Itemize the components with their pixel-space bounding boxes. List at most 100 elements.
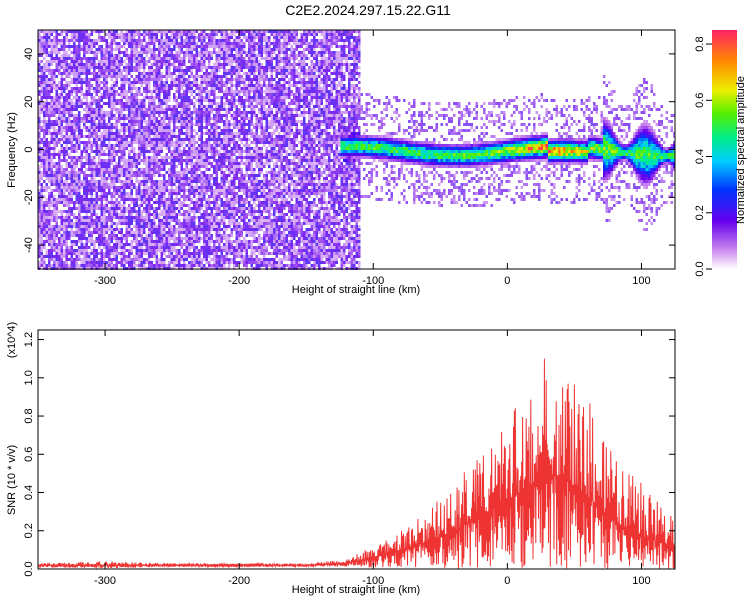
heatmap-cell [40, 198, 43, 201]
heatmap-cell [163, 213, 166, 216]
heatmap-cell [63, 234, 66, 237]
heatmap-cell [103, 120, 106, 123]
heatmap-cell [88, 261, 91, 264]
heatmap-cell [105, 183, 108, 186]
heatmap-cell [168, 144, 171, 147]
heatmap-cell [163, 57, 166, 60]
heatmap-cell [88, 189, 91, 192]
heatmap-cell [38, 159, 41, 162]
heatmap-cell [55, 33, 58, 36]
heatmap-cell [70, 249, 73, 252]
heatmap-cell [95, 150, 98, 153]
heatmap-cell [215, 177, 218, 180]
heatmap-cell [205, 42, 208, 45]
heatmap-cell [45, 240, 48, 243]
heatmap-cell [53, 189, 56, 192]
heatmap-cell [70, 120, 73, 123]
heatmap-cell [133, 117, 136, 120]
heatmap-cell [60, 252, 63, 255]
heatmap-cell [108, 153, 111, 156]
heatmap-cell [123, 186, 126, 189]
heatmap-cell [138, 219, 141, 222]
heatmap-cell [80, 69, 83, 72]
heatmap-cell [130, 81, 133, 84]
heatmap-cell [78, 177, 81, 180]
heatmap-cell [218, 186, 221, 189]
heatmap-cell [50, 213, 53, 216]
heatmap-cell [133, 51, 136, 54]
heatmap-cell [143, 180, 146, 183]
heatmap-cell [118, 204, 121, 207]
heatmap-cell [190, 240, 193, 243]
heatmap-cell [140, 153, 143, 156]
heatmap-cell [118, 189, 121, 192]
heatmap-cell [58, 201, 61, 204]
heatmap-cell [140, 201, 143, 204]
heatmap-cell [160, 138, 163, 141]
heatmap-cell [38, 42, 41, 45]
heatmap-cell [118, 111, 121, 114]
heatmap-cell [90, 183, 93, 186]
heatmap-cell [165, 141, 168, 144]
heatmap-cell [63, 87, 66, 90]
heatmap-cell [43, 66, 46, 69]
heatmap-cell [143, 96, 146, 99]
heatmap-cell [153, 63, 156, 66]
heatmap-cell [38, 219, 41, 222]
heatmap-cell [103, 102, 106, 105]
heatmap-cell [125, 240, 128, 243]
heatmap-cell [158, 87, 161, 90]
heatmap-cell [158, 171, 161, 174]
heatmap-cell [58, 60, 61, 63]
heatmap-cell [98, 246, 101, 249]
heatmap-cell [100, 69, 103, 72]
heatmap-cell [75, 216, 78, 219]
heatmap-cell [205, 138, 208, 141]
heatmap-cell [70, 192, 73, 195]
heatmap-cell [113, 186, 116, 189]
heatmap-cell [190, 81, 193, 84]
heatmap-cell [220, 51, 223, 54]
heatmap-cell [103, 216, 106, 219]
heatmap-cell [80, 57, 83, 60]
heatmap-cell [73, 105, 76, 108]
heatmap-cell [38, 81, 41, 84]
heatmap-cell [78, 39, 81, 42]
heatmap-cell [175, 69, 178, 72]
heatmap-cell [125, 75, 128, 78]
heatmap-cell [168, 114, 171, 117]
heatmap-cell [118, 51, 121, 54]
heatmap-cell [98, 117, 101, 120]
heatmap-cell [65, 30, 68, 33]
heatmap-cell [175, 108, 178, 111]
heatmap-cell [120, 246, 123, 249]
heatmap-cell [173, 99, 176, 102]
heatmap-cell [108, 57, 111, 60]
heatmap-cell [193, 54, 196, 57]
heatmap-cell [108, 63, 111, 66]
heatmap-cell [183, 180, 186, 183]
heatmap-cell [208, 228, 211, 231]
heatmap-cell [218, 159, 221, 162]
heatmap-cell [103, 168, 106, 171]
heatmap-cell [103, 150, 106, 153]
heatmap-cell [58, 96, 61, 99]
heatmap-cell [123, 45, 126, 48]
heatmap-cell [158, 258, 161, 261]
heatmap-cell [53, 150, 56, 153]
heatmap-cell [53, 129, 56, 132]
heatmap-cell [90, 168, 93, 171]
heatmap-cell [153, 240, 156, 243]
heatmap-cell [75, 90, 78, 93]
heatmap-cell [165, 111, 168, 114]
heatmap-cell [218, 189, 221, 192]
heatmap-cell [105, 180, 108, 183]
heatmap-cell [210, 72, 213, 75]
heatmap-cell [113, 60, 116, 63]
heatmap-cell [75, 219, 78, 222]
heatmap-cell [98, 228, 101, 231]
heatmap-cell [140, 228, 143, 231]
heatmap-cell [50, 108, 53, 111]
heatmap-cell [198, 90, 201, 93]
heatmap-cell [40, 225, 43, 228]
